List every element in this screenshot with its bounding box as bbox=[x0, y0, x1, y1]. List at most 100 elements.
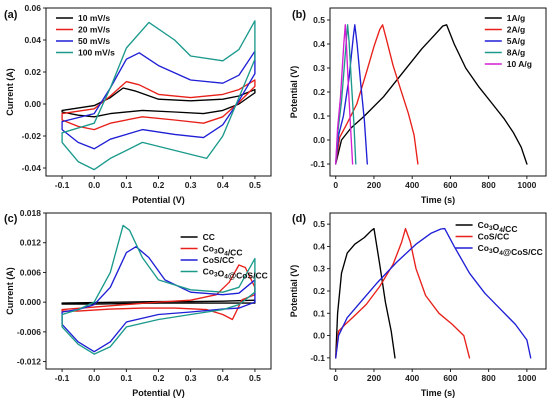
series-line-2 bbox=[61, 79, 256, 131]
y-axis-label: Potential (V) bbox=[289, 66, 299, 119]
x-tick-label: 0.2 bbox=[153, 373, 165, 383]
series-group bbox=[335, 24, 528, 165]
series-group bbox=[61, 224, 256, 355]
plot-frame bbox=[329, 212, 547, 370]
chart-panel-1: (a) -0.1 0.0 0.1 0.2 0.3 0.4 0.5 -0.04 -0.02 0.00 0… bbox=[4, 3, 272, 205]
x-tick-label: 200 bbox=[367, 373, 381, 383]
chart-panel-3: (c) -0.1 0.0 0.1 0.2 0.3 0.4 0.5 -0.012 -0.006 0.0… bbox=[4, 208, 272, 398]
panel-label: (c) bbox=[4, 213, 18, 225]
y-tick-label: 0.0 bbox=[313, 135, 325, 145]
y-tick-label: -0.04 bbox=[22, 163, 42, 173]
y-tick-label: -0.1 bbox=[310, 159, 325, 169]
x-tick-label: -0.1 bbox=[55, 180, 70, 190]
y-tick-label: -0.006 bbox=[17, 327, 41, 337]
x-tick-label: 0.1 bbox=[120, 180, 132, 190]
y-tick-label: 0.2 bbox=[313, 286, 325, 296]
series-line-4 bbox=[335, 24, 357, 165]
legend-entry: CoS/CC bbox=[203, 255, 235, 265]
legend-entry: Co3O4/CC bbox=[203, 244, 243, 258]
y-tick-label: 0.02 bbox=[24, 67, 41, 77]
legend-entry: 8A/g bbox=[507, 48, 525, 58]
series-line-5 bbox=[335, 24, 354, 165]
series-line-3 bbox=[335, 227, 532, 359]
y-tick-label: 0.1 bbox=[313, 308, 325, 318]
legend-entry: 20 mV/s bbox=[78, 25, 110, 35]
x-axis-label: Potential (V) bbox=[132, 388, 185, 398]
x-tick-label: 0.4 bbox=[217, 180, 229, 190]
legend: 10 mV/s 20 mV/s50 mV/s 100 mV/s bbox=[56, 13, 115, 58]
x-axis-label: Time (s) bbox=[421, 388, 455, 398]
y-tick-label: 0.5 bbox=[313, 15, 325, 25]
y-tick-label: 0.3 bbox=[313, 63, 325, 73]
series-line-3 bbox=[335, 24, 368, 165]
legend-entry: CoS/CC bbox=[478, 232, 510, 242]
x-tick-label: 1000 bbox=[517, 180, 536, 190]
y-tick-label: 0.012 bbox=[20, 238, 42, 248]
series-line-4 bbox=[61, 224, 256, 355]
x-tick-label: 0.5 bbox=[249, 180, 261, 190]
legend: 1A/g 2A/g5A/g 8A/g10 A/g bbox=[484, 13, 532, 69]
x-tick-label: 400 bbox=[405, 180, 419, 190]
x-tick-label: 600 bbox=[443, 180, 457, 190]
series-group bbox=[61, 20, 256, 171]
y-tick-label: 0.4 bbox=[313, 39, 325, 49]
x-tick-label: 800 bbox=[482, 373, 496, 383]
panel-label: (a) bbox=[4, 9, 18, 21]
y-tick-label: 0.018 bbox=[20, 208, 42, 218]
legend-entry: Co3O4@CoS/CC bbox=[203, 267, 268, 281]
y-tick-label: 0.0 bbox=[313, 331, 325, 341]
x-tick-label: 400 bbox=[405, 373, 419, 383]
series-group bbox=[335, 227, 532, 359]
y-tick-label: 0.000 bbox=[20, 297, 42, 307]
chart-panel-4: (d) 0 200 400 600 800 1000 -0.1 0.0 0.1 0.2 0.3 0.4 0… bbox=[289, 212, 547, 398]
x-tick-label: 800 bbox=[482, 180, 496, 190]
y-tick-label: 0.04 bbox=[24, 35, 41, 45]
x-tick-label: 0.4 bbox=[217, 373, 229, 383]
x-tick-label: 0.5 bbox=[249, 373, 261, 383]
legend-entry: 50 mV/s bbox=[78, 36, 110, 46]
legend-entry: 1A/g bbox=[507, 13, 525, 23]
series-line-1 bbox=[61, 299, 256, 305]
legend-entry: 5A/g bbox=[507, 36, 525, 46]
series-line-2 bbox=[335, 24, 419, 165]
chart-panel-2: (b) 0 200 400 600 800 1000 -0.1 0.0 0.1 0.2 0.3 0.4 0… bbox=[289, 7, 547, 205]
legend-entry: CC bbox=[203, 232, 215, 242]
y-tick-label: 0.1 bbox=[313, 111, 325, 121]
legend-entry: 2A/g bbox=[507, 25, 525, 35]
series-line-3 bbox=[61, 50, 256, 150]
x-tick-label: 600 bbox=[443, 373, 457, 383]
x-tick-label: 1000 bbox=[517, 373, 536, 383]
x-tick-label: 0 bbox=[333, 373, 338, 383]
y-tick-label: -0.02 bbox=[22, 131, 42, 141]
y-tick-label: 0.3 bbox=[313, 264, 325, 274]
x-tick-label: 0.1 bbox=[120, 373, 132, 383]
x-tick-label: 0.2 bbox=[153, 180, 165, 190]
y-tick-label: 0.00 bbox=[24, 99, 41, 109]
x-tick-label: -0.1 bbox=[55, 373, 70, 383]
series-line-1 bbox=[61, 87, 256, 118]
y-axis-label: Current (A) bbox=[5, 68, 15, 116]
x-tick-label: 0.0 bbox=[88, 180, 100, 190]
y-tick-label: -0.1 bbox=[310, 353, 325, 363]
x-tick-label: 0 bbox=[333, 180, 338, 190]
y-tick-label: 0.2 bbox=[313, 87, 325, 97]
y-tick-label: 0.006 bbox=[20, 267, 42, 277]
panel-label: (d) bbox=[292, 213, 306, 225]
x-tick-label: 0.3 bbox=[185, 180, 197, 190]
x-tick-label: 200 bbox=[367, 180, 381, 190]
y-axis-label: Potential (V) bbox=[289, 265, 299, 318]
y-tick-label: 0.5 bbox=[313, 219, 325, 229]
legend-entry: 100 mV/s bbox=[78, 48, 115, 58]
x-tick-label: 0.0 bbox=[88, 373, 100, 383]
series-line-4 bbox=[61, 20, 256, 171]
y-tick-label: -0.012 bbox=[17, 357, 41, 367]
series-line-2 bbox=[335, 227, 471, 359]
legend-entry: 10 mV/s bbox=[78, 13, 110, 23]
legend-entry: 10 A/g bbox=[507, 59, 532, 69]
series-line-1 bbox=[335, 227, 396, 359]
legend-entry: Co3O4@CoS/CC bbox=[478, 243, 543, 257]
panel-label: (b) bbox=[292, 9, 306, 21]
